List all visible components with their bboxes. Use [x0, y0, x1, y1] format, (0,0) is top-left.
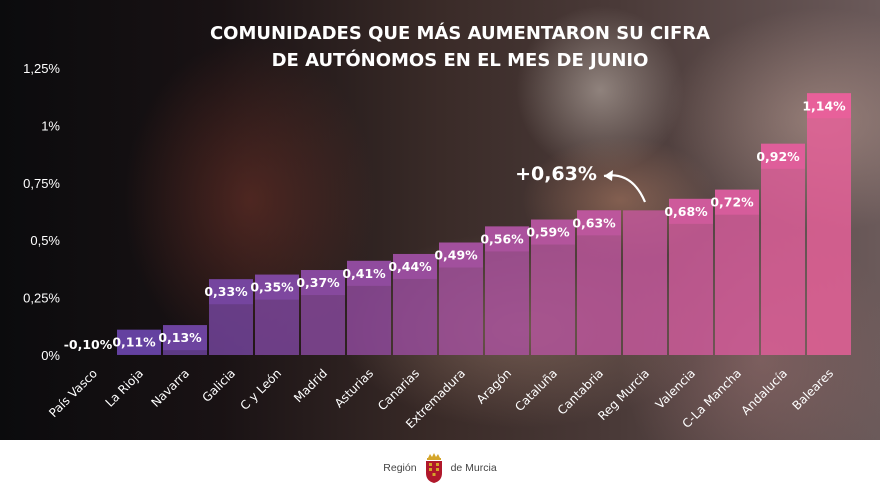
y-tick-label: 0,75% — [23, 176, 60, 191]
bar-label-background — [761, 143, 805, 169]
chart-title-line-1: COMUNIDADES QUE MÁS AUMENTARON SU CIFRA — [210, 22, 710, 44]
bar-label-background — [301, 270, 345, 296]
bar-label-background — [255, 274, 299, 300]
highlight-callout-label: +0,63% — [515, 163, 597, 185]
bar-label-background — [485, 226, 529, 252]
y-tick-label: 1% — [41, 118, 60, 133]
bar-value-label: 1,14% — [802, 98, 846, 113]
x-tick-label: Valencia — [653, 366, 698, 411]
x-tick-label: Cataluña — [512, 366, 560, 414]
footer-region-label: Región — [383, 461, 417, 474]
x-tick-label: Asturias — [332, 366, 376, 410]
bar — [807, 93, 851, 356]
bar — [623, 210, 667, 355]
bar-label-background — [163, 325, 207, 351]
bar-labels: -0,10% 0,11% 0,13% 0,33% 0,35% 0,37%0,41% 0,44… — [64, 93, 851, 355]
bar — [715, 189, 759, 355]
y-axis: 0% 0,25% 0,5% 0,75% 1% 1,25% — [23, 61, 60, 363]
x-tick-label: Galicia — [200, 366, 239, 405]
x-tick-label: Baleares — [789, 366, 836, 413]
bar-label-background — [807, 93, 851, 119]
bar-label-background — [439, 242, 483, 268]
bar-label-background — [117, 329, 161, 355]
bar-value-label: 0,44% — [388, 259, 432, 274]
bar-value-label: 0,33% — [204, 284, 248, 299]
bar-value-label: 0,72% — [710, 195, 754, 210]
chart: COMUNIDADES QUE MÁS AUMENTARON SU CIFRA … — [23, 22, 851, 431]
x-tick-label: La Rioja — [103, 366, 147, 410]
bar-value-label: 0,59% — [526, 225, 570, 240]
bar-label-background — [531, 219, 575, 245]
bars — [117, 93, 851, 356]
bar — [669, 198, 713, 355]
x-tick-label: Canarias — [375, 366, 422, 413]
footer: Región de Murcia — [0, 440, 880, 495]
bar-label-background — [393, 253, 437, 279]
y-tick-label: 0,25% — [23, 291, 60, 306]
highlight-callout: +0,63% — [515, 163, 647, 203]
bar-label-background — [577, 210, 621, 236]
x-axis: País Vasco La Rioja Navarra Galicia C y León… — [46, 366, 836, 431]
bar-value-label: 0,35% — [250, 280, 294, 295]
bar-value-label: 0,68% — [664, 204, 708, 219]
x-tick-label: C y León — [238, 366, 285, 413]
bar — [761, 143, 805, 355]
chart-title: COMUNIDADES QUE MÁS AUMENTARON SU CIFRA … — [210, 22, 710, 71]
y-tick-label: 0% — [41, 348, 60, 363]
bar-value-label: 0,92% — [756, 149, 800, 164]
x-tick-label: Navarra — [148, 366, 192, 410]
bar-value-label: 0,13% — [158, 330, 202, 345]
chart-title-line-2: DE AUTÓNOMOS EN EL MES DE JUNIO — [272, 49, 649, 71]
x-tick-label: Andalucía — [738, 366, 790, 418]
x-tick-label: Aragón — [474, 366, 514, 406]
bar-label-background — [209, 279, 253, 305]
callout-arrowhead-icon — [604, 170, 613, 181]
bar-value-label: 0,11% — [112, 335, 156, 350]
region-crest-icon — [425, 452, 442, 483]
chart-area: COMUNIDADES QUE MÁS AUMENTARON SU CIFRA … — [0, 0, 880, 440]
bar-value-label: -0,10% — [64, 337, 113, 352]
x-tick-label: Madrid — [291, 366, 330, 405]
bar-value-label: 0,56% — [480, 231, 524, 246]
bar-value-label: 0,63% — [572, 215, 616, 230]
bar-label-background — [669, 198, 713, 224]
y-tick-label: 1,25% — [23, 61, 60, 76]
footer-murcia-label: de Murcia — [450, 461, 497, 474]
bar-label-background — [715, 189, 759, 215]
bar-label-background — [347, 260, 391, 286]
bar-value-label: 0,37% — [296, 275, 340, 290]
bar-value-label: 0,41% — [342, 266, 386, 281]
bar-value-label: 0,49% — [434, 247, 478, 262]
x-tick-label: País Vasco — [46, 366, 100, 420]
y-tick-label: 0,5% — [30, 233, 60, 248]
